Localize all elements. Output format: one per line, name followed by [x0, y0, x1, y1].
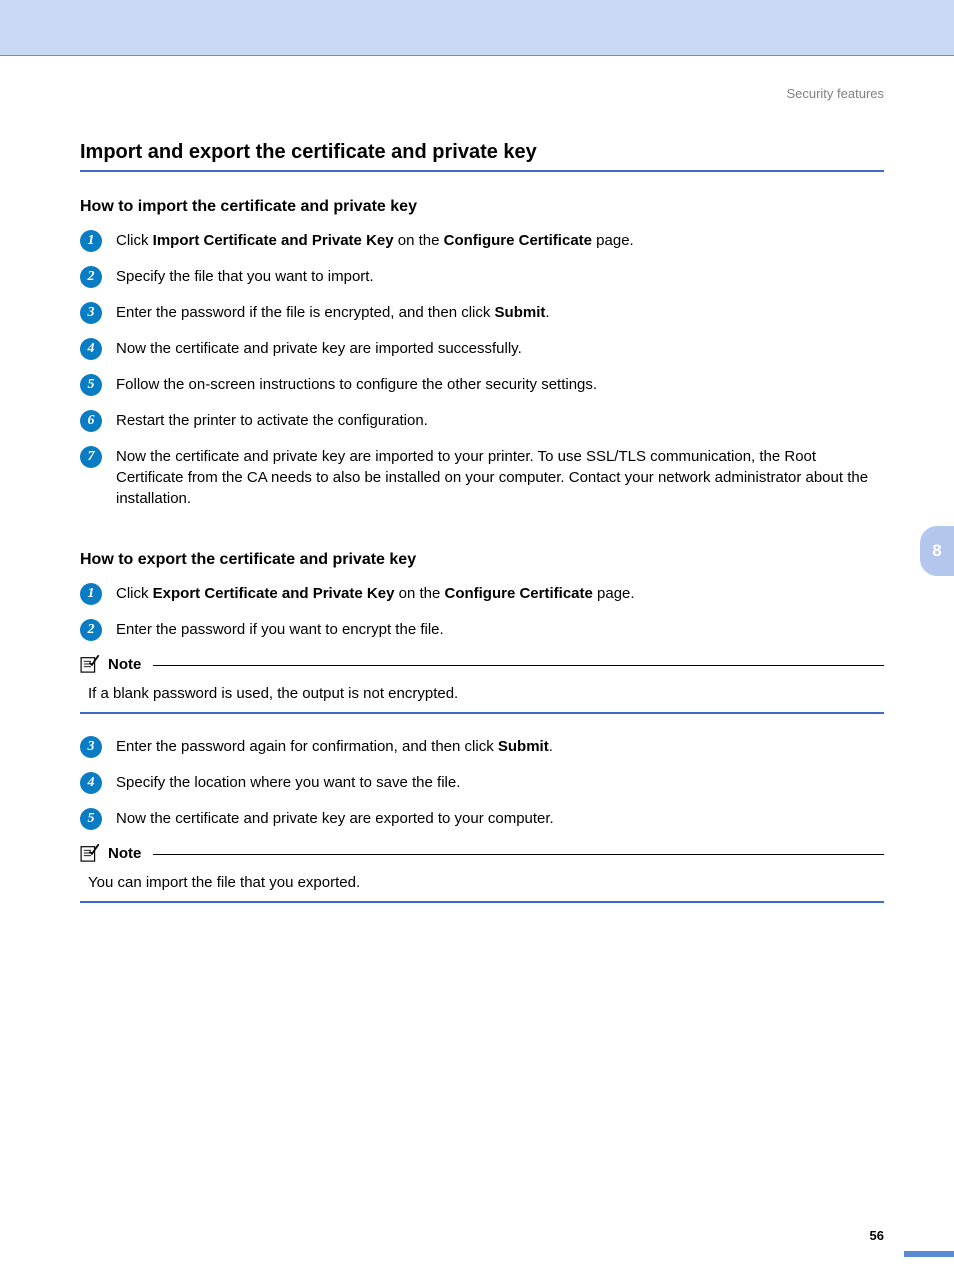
note-block-1: Note If a blank password is used, the ou…	[80, 655, 884, 714]
note-body: You can import the file that you exporte…	[80, 868, 884, 901]
step-item: 6 Restart the printer to activate the con…	[80, 410, 884, 432]
step-item: 1 Click Export Certificate and Private Ke…	[80, 583, 884, 605]
step-number-badge: 6	[80, 410, 102, 432]
step-number-badge: 3	[80, 302, 102, 324]
step-item: 4 Specify the location where you want to …	[80, 772, 884, 794]
step-text: Enter the password if you want to encryp…	[116, 619, 444, 640]
page-number: 56	[870, 1228, 884, 1243]
step-number-badge: 3	[80, 736, 102, 758]
step-number-badge: 4	[80, 772, 102, 794]
step-item: 2 Enter the password if you want to encry…	[80, 619, 884, 641]
step-item: 1 Click Import Certificate and Private Ke…	[80, 230, 884, 252]
note-label: Note	[108, 845, 141, 862]
step-text: Click Export Certificate and Private Key…	[116, 583, 635, 604]
note-icon	[80, 844, 102, 862]
step-text: Enter the password again for confirmatio…	[116, 736, 553, 757]
page-title: Import and export the certificate and pr…	[80, 141, 884, 172]
step-number-badge: 5	[80, 808, 102, 830]
step-item: 3 Enter the password if the file is encry…	[80, 302, 884, 324]
footer-accent-bar	[904, 1251, 954, 1257]
step-item: 7 Now the certificate and private key are…	[80, 446, 884, 509]
note-block-2: Note You can import the file that you ex…	[80, 844, 884, 903]
export-steps-a: 1 Click Export Certificate and Private Ke…	[80, 583, 884, 641]
step-item: 4 Now the certificate and private key are…	[80, 338, 884, 360]
export-steps-b: 3 Enter the password again for confirmati…	[80, 736, 884, 830]
export-heading: How to export the certificate and privat…	[80, 551, 884, 569]
step-text: Restart the printer to activate the conf…	[116, 410, 428, 431]
page-content: Security features Import and export the …	[0, 56, 954, 953]
step-text: Now the certificate and private key are …	[116, 808, 554, 829]
note-bottom-rule	[80, 901, 884, 903]
step-text: Now the certificate and private key are …	[116, 338, 522, 359]
step-item: 3 Enter the password again for confirmati…	[80, 736, 884, 758]
note-label: Note	[108, 656, 141, 673]
note-rule	[153, 854, 884, 855]
step-number-badge: 7	[80, 446, 102, 468]
import-steps: 1 Click Import Certificate and Private Ke…	[80, 230, 884, 509]
step-text: Click Import Certificate and Private Key…	[116, 230, 634, 251]
step-item: 2 Specify the file that you want to impor…	[80, 266, 884, 288]
top-banner	[0, 0, 954, 56]
note-body: If a blank password is used, the output …	[80, 679, 884, 712]
step-text: Now the certificate and private key are …	[116, 446, 884, 509]
note-bottom-rule	[80, 712, 884, 714]
step-item: 5 Follow the on-screen instructions to co…	[80, 374, 884, 396]
header-breadcrumb: Security features	[80, 86, 884, 101]
step-number-badge: 4	[80, 338, 102, 360]
step-number-badge: 2	[80, 619, 102, 641]
chapter-tab: 8	[920, 526, 954, 576]
step-number-badge: 1	[80, 230, 102, 252]
note-icon	[80, 655, 102, 673]
step-text: Specify the file that you want to import…	[116, 266, 374, 287]
step-text: Follow the on-screen instructions to con…	[116, 374, 597, 395]
step-number-badge: 1	[80, 583, 102, 605]
step-text: Enter the password if the file is encryp…	[116, 302, 550, 323]
footer: 56	[0, 953, 954, 1273]
step-number-badge: 2	[80, 266, 102, 288]
step-number-badge: 5	[80, 374, 102, 396]
step-item: 5 Now the certificate and private key are…	[80, 808, 884, 830]
import-heading: How to import the certificate and privat…	[80, 198, 884, 216]
step-text: Specify the location where you want to s…	[116, 772, 460, 793]
note-rule	[153, 665, 884, 666]
